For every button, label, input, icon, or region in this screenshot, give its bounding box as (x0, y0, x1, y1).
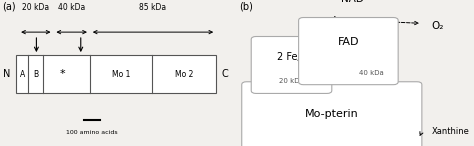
Text: 20 kDa: 20 kDa (22, 3, 49, 12)
Text: A: A (19, 70, 25, 79)
Text: *: * (60, 69, 65, 79)
Text: N: N (3, 69, 10, 79)
FancyBboxPatch shape (299, 18, 398, 85)
Text: Mo 1: Mo 1 (112, 70, 130, 79)
Text: 20 kDa: 20 kDa (279, 78, 304, 84)
Text: 85 kDa: 85 kDa (139, 3, 166, 12)
Bar (16, 55, 216, 93)
Text: 2 Fe/S: 2 Fe/S (276, 52, 307, 62)
Text: 40 kDa: 40 kDa (58, 3, 85, 12)
Text: (a): (a) (2, 1, 16, 11)
Text: O₂: O₂ (431, 21, 444, 31)
Text: Xanthine: Xanthine (431, 127, 469, 136)
Text: FAD: FAD (337, 37, 359, 47)
FancyBboxPatch shape (242, 82, 422, 146)
Text: B: B (33, 70, 38, 79)
Text: 40 kDa: 40 kDa (358, 69, 383, 76)
Text: Mo 2: Mo 2 (175, 70, 193, 79)
Text: (b): (b) (239, 1, 253, 11)
FancyBboxPatch shape (251, 36, 332, 93)
Text: Mo-pterin: Mo-pterin (305, 109, 359, 119)
Text: C: C (222, 69, 228, 79)
Text: NAD⁺: NAD⁺ (341, 0, 370, 4)
Text: 100 amino acids: 100 amino acids (66, 130, 118, 135)
